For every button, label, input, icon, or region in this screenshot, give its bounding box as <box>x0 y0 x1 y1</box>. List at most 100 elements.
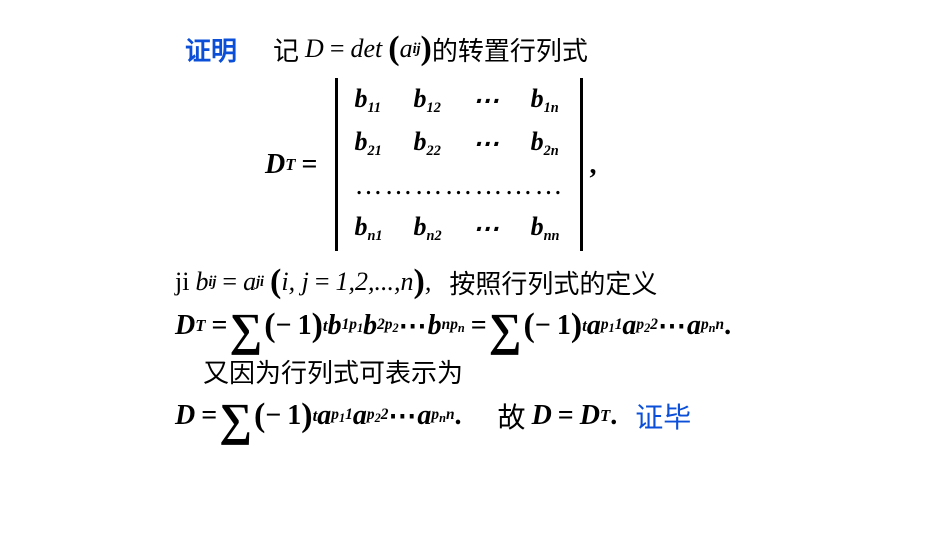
apnn: a <box>687 310 701 342</box>
text-transpose-det: 的转置行列式 <box>432 31 588 68</box>
comma: , <box>589 149 596 181</box>
one: 1 <box>557 310 571 342</box>
sub: p11 <box>601 316 623 336</box>
sym-D: D <box>175 310 195 342</box>
one: 1 <box>298 310 312 342</box>
sub: 2p2 <box>377 316 399 336</box>
sym-a: a <box>243 267 256 297</box>
proof-page: 证明 记 D = det ( a ij ) 的转置行列式 D T = b11 b… <box>0 0 950 535</box>
bnpn: b <box>428 310 442 342</box>
sup-T: T <box>600 406 610 426</box>
label-qed: 证毕 <box>635 396 691 436</box>
line-DT-sum: D T = ∑ ( − 1 ) t b1p1 b2p2 ⋯ bnpn = ∑ (… <box>175 307 950 345</box>
cell-bn2: bn2 <box>414 212 447 245</box>
sym-D: D <box>175 400 195 432</box>
lparen: ( <box>524 307 535 345</box>
line-D-sum: D = ∑ ( − 1 ) t ap11 ap22 ⋯ apnn . 故 D =… <box>175 396 950 436</box>
sub: p11 <box>331 406 353 426</box>
row-vdots: ………………… <box>354 170 564 202</box>
b2p2: b <box>363 310 377 342</box>
sym-b: b <box>195 267 208 297</box>
line-also: 又因为行列式可表示为 <box>203 353 950 390</box>
sym-eq: = <box>330 34 345 64</box>
lparen: ( <box>388 30 399 68</box>
line-1: 证明 记 D = det ( a ij ) 的转置行列式 <box>185 30 950 68</box>
apnn: a <box>417 400 431 432</box>
sub-ij: ij <box>413 41 421 58</box>
equation-DT-matrix: D T = b11 b12 ⋯ b1n b21 b22 ⋯ b2n ………………… <box>265 78 950 251</box>
cell-b22: b22 <box>414 127 447 160</box>
rparen: ) <box>413 263 424 301</box>
sup-T: T <box>195 316 205 336</box>
cdots: ⋯ <box>399 309 428 343</box>
text-ji: 记 <box>273 31 299 68</box>
minus: − <box>276 310 292 342</box>
sym-D: D <box>532 400 552 432</box>
range: 1,2,...,n <box>335 267 413 297</box>
sym-det: det <box>350 34 382 64</box>
sub-ji: ji <box>256 274 264 291</box>
sym-eq: = <box>222 267 237 297</box>
sym-eq: = <box>212 310 228 342</box>
cell-cdots: ⋯ <box>473 214 505 244</box>
cell-b12: b12 <box>414 84 447 117</box>
cell-bn1: bn1 <box>354 212 387 245</box>
sym-a: a <box>400 34 413 64</box>
cell-b1n: b1n <box>531 84 565 117</box>
comma: , <box>425 267 432 297</box>
ap11: a <box>587 310 601 342</box>
text-gu: 故 <box>498 396 526 436</box>
sub: pnn <box>431 406 454 426</box>
rparen: ) <box>421 30 432 68</box>
ap22: a <box>353 400 367 432</box>
text-also: 又因为行列式可表示为 <box>203 353 463 390</box>
cell-cdots: ⋯ <box>473 129 505 159</box>
sym-D: D <box>265 149 285 181</box>
cdots: ⋯ <box>388 399 417 433</box>
dot: . <box>724 310 731 342</box>
lparen: ( <box>254 397 265 435</box>
ap22: a <box>622 310 636 342</box>
line-bij-aji: ji b ij = a ji ( i, j = 1,2,...,n ) , 按照… <box>175 263 950 301</box>
cell-b11: b11 <box>354 84 387 117</box>
lparen: ( <box>270 263 281 301</box>
sym-D: D <box>580 400 600 432</box>
text-ji: ji <box>175 267 189 297</box>
determinant: b11 b12 ⋯ b1n b21 b22 ⋯ b2n ………………… bn1 … <box>335 78 583 251</box>
sym-eq: = <box>302 149 318 181</box>
b1p1: b <box>328 310 342 342</box>
cell-b21: b21 <box>354 127 387 160</box>
ap11: a <box>317 400 331 432</box>
rparen: ) <box>312 307 323 345</box>
sym-eq: = <box>315 267 330 297</box>
sub: npn <box>442 316 465 336</box>
minus: − <box>265 400 281 432</box>
text-by-def: 按照行列式的定义 <box>449 264 657 301</box>
sub: p22 <box>367 406 389 426</box>
sub: pnn <box>701 316 724 336</box>
lparen: ( <box>264 307 275 345</box>
cdots: ⋯ <box>658 309 687 343</box>
sym-eq: = <box>201 400 217 432</box>
sigma-icon: ∑ <box>219 404 252 436</box>
one: 1 <box>287 400 301 432</box>
dot: . <box>455 400 462 432</box>
sigma-icon: ∑ <box>229 314 262 346</box>
cell-cdots: ⋯ <box>473 86 505 116</box>
sub-ij: ij <box>208 274 216 291</box>
sub: 1p1 <box>342 316 364 336</box>
minus: − <box>535 310 551 342</box>
label-proof: 证明 <box>185 31 237 68</box>
sup-T: T <box>285 155 295 175</box>
sym-eq: = <box>471 310 487 342</box>
cell-b2n: b2n <box>531 127 565 160</box>
sym-D: D <box>305 34 324 64</box>
sym-eq: = <box>558 400 574 432</box>
sym-ij: i, j <box>281 267 308 297</box>
sub: p22 <box>636 316 658 336</box>
sigma-icon: ∑ <box>489 314 522 346</box>
rparen: ) <box>571 307 582 345</box>
dot: . <box>610 400 617 432</box>
rparen: ) <box>301 397 312 435</box>
cell-bnn: bnn <box>531 212 565 245</box>
